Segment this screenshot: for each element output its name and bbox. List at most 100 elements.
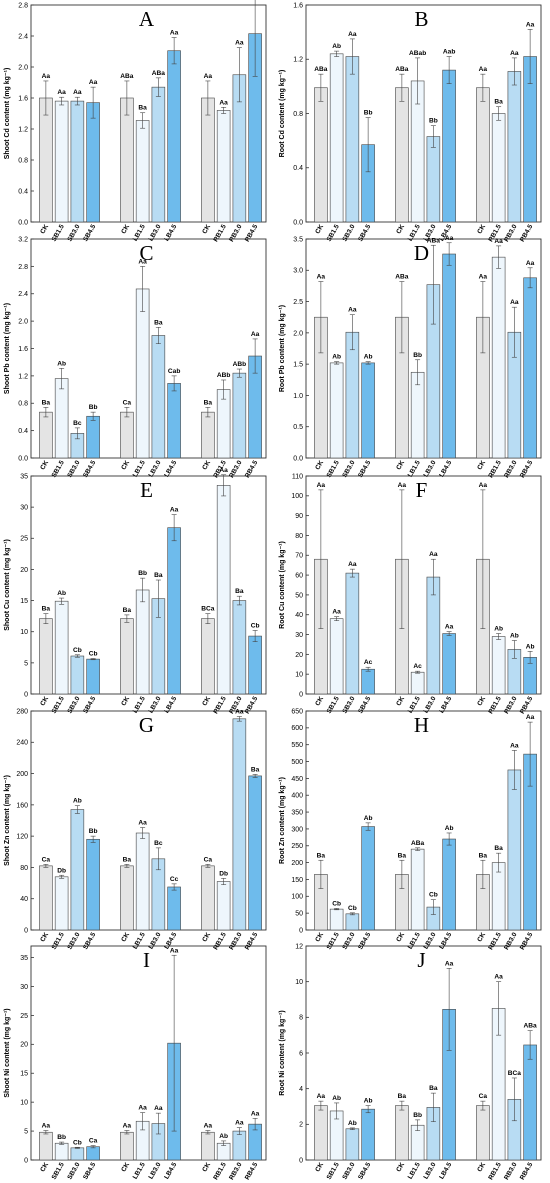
bar-sb1-5 — [329, 53, 344, 223]
panel-letter: A — [139, 7, 155, 31]
bar-sb1-5 — [54, 1142, 69, 1161]
x-tick-label: CK — [476, 931, 487, 943]
y-tick-label: 25 — [20, 536, 28, 543]
x-tick-label: CK — [120, 223, 131, 235]
significance-label: Aa — [526, 21, 535, 28]
y-tick-label: 0.8 — [18, 401, 28, 408]
x-tick-label: CK — [201, 223, 212, 235]
y-tick-label: 5 — [24, 660, 28, 667]
x-tick-label: RB4.5 — [519, 1161, 535, 1181]
x-tick-label: RB3.0 — [503, 695, 519, 715]
y-tick-label: 100 — [291, 493, 303, 500]
y-tick-label: 120 — [16, 834, 28, 841]
y-axis-label: Root Pb content (mg kg⁻¹) — [279, 305, 286, 392]
significance-label: Aa — [42, 1123, 51, 1130]
significance-label: Cb — [251, 622, 260, 629]
x-tick-label: CK — [39, 931, 50, 943]
x-tick-label: CK — [120, 1161, 131, 1173]
x-tick-label: SB4.5 — [82, 695, 97, 715]
x-tick-label: SB4.5 — [357, 695, 372, 715]
x-tick-label: SB1.5 — [51, 1161, 66, 1181]
x-tick-label: RB3.0 — [228, 931, 244, 951]
y-tick-label: 90 — [295, 513, 303, 520]
x-tick-label: RB4.5 — [519, 223, 535, 243]
bar-sb4-5 — [86, 658, 100, 695]
x-tick-label: SB1.5 — [51, 695, 66, 715]
bar-rb3-0 — [232, 718, 247, 931]
panel-letter: D — [414, 241, 429, 265]
y-tick-label: 0.4 — [18, 428, 28, 435]
x-tick-label: CK — [39, 459, 50, 471]
significance-label: Aa — [332, 609, 341, 616]
significance-label: Bc — [73, 420, 82, 427]
x-tick-label: LB4.5 — [163, 223, 178, 242]
bar-sb1-5 — [329, 618, 344, 695]
bar-ck — [201, 411, 215, 459]
x-tick-label: SB3.0 — [66, 1161, 81, 1181]
x-tick-label: CK — [476, 695, 487, 707]
bar-rb1-5 — [216, 110, 231, 223]
y-tick-label: 35 — [20, 473, 28, 480]
y-tick-label: 2.4 — [18, 33, 28, 40]
significance-label: Ba — [154, 572, 163, 579]
x-tick-label: CK — [314, 1161, 325, 1173]
significance-label: Aa — [138, 1105, 147, 1112]
x-tick-label: CK — [314, 931, 325, 943]
panel-letter: E — [140, 478, 153, 502]
y-tick-label: 300 — [291, 826, 303, 833]
x-tick-label: LB4.5 — [438, 931, 453, 950]
y-tick-label: 150 — [291, 877, 303, 884]
bar-sb3-0 — [345, 331, 360, 459]
y-axis-label: Shoot Cu content (mg kg⁻¹) — [4, 539, 11, 631]
bar-ck — [314, 87, 328, 223]
significance-label: Aa — [42, 73, 51, 80]
significance-label: Aa — [494, 238, 503, 245]
y-tick-label: 0.5 — [293, 424, 303, 431]
significance-label: Bb — [89, 828, 98, 835]
bar-lb4-5 — [442, 838, 456, 931]
y-tick-label: 2.8 — [18, 264, 28, 271]
y-tick-label: 10 — [20, 629, 28, 636]
significance-label: Aa — [398, 482, 407, 489]
y-tick-label: 0.0 — [293, 219, 303, 226]
bar-lb1-5 — [410, 848, 425, 931]
y-tick-label: 0.0 — [18, 455, 28, 462]
chart-panel-h: H 0 50 100 150 200 250 300 350 400 450 500 550 600 650… — [279, 708, 542, 951]
y-tick-label: 400 — [291, 793, 303, 800]
bar-sb1-5 — [54, 100, 69, 223]
bar-sb1-5 — [54, 600, 69, 695]
significance-label: Aa — [57, 89, 66, 96]
bar-rb4-5 — [248, 775, 262, 931]
bar-sb3-0 — [70, 1147, 85, 1161]
y-tick-label: 20 — [295, 652, 303, 659]
bar-lb4-5 — [442, 253, 456, 459]
y-tick-label: 250 — [291, 843, 303, 850]
y-tick-label: 2.4 — [18, 291, 28, 298]
bar-lb1-5 — [135, 589, 150, 695]
bar-lb4-5 — [167, 527, 181, 695]
bar-lb1-5 — [135, 832, 150, 931]
x-tick-label: RB4.5 — [519, 931, 535, 951]
significance-label: Aa — [235, 708, 244, 715]
x-tick-label: LB4.5 — [438, 695, 453, 714]
significance-label: Bb — [138, 570, 147, 577]
significance-label: Ba — [479, 852, 488, 859]
significance-label: ABab — [409, 50, 426, 57]
significance-label: Aa — [317, 1093, 326, 1100]
significance-label: ABb — [217, 372, 231, 379]
significance-label: BCa — [508, 1070, 522, 1077]
y-tick-label: 0.8 — [293, 111, 303, 118]
bar-sb1-5 — [54, 378, 69, 459]
significance-label: ABa — [152, 70, 166, 77]
x-tick-label: CK — [314, 695, 325, 707]
bar-sb3-0 — [70, 655, 85, 695]
bar-lb4-5 — [167, 886, 181, 931]
y-tick-label: 1.6 — [18, 95, 28, 102]
y-tick-label: 2.0 — [18, 64, 28, 71]
x-tick-label: LB1.5 — [407, 1161, 422, 1180]
x-tick-label: CK — [395, 695, 406, 707]
significance-label: Aa — [235, 1120, 244, 1127]
bar-sb3-0 — [345, 56, 360, 223]
significance-label: ABb — [233, 361, 247, 368]
